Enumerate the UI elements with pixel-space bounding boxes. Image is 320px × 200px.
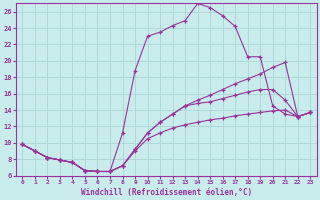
X-axis label: Windchill (Refroidissement éolien,°C): Windchill (Refroidissement éolien,°C) [81,188,252,197]
